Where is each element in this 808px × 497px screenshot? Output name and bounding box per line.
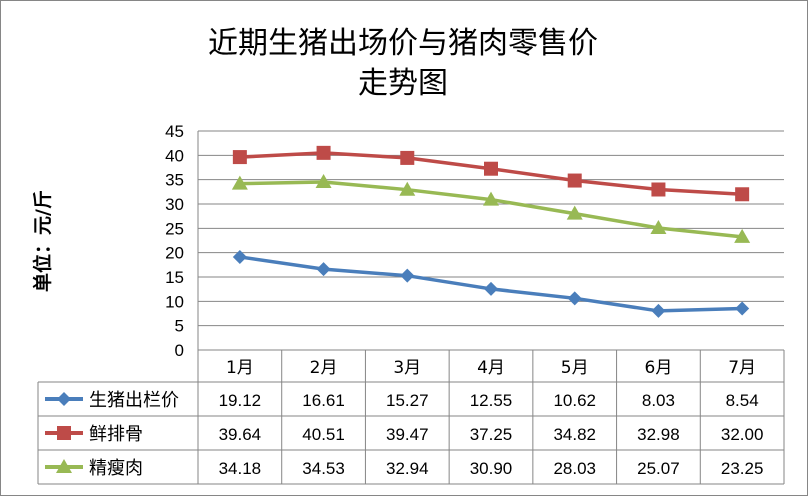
- y-tick-label: 0: [175, 341, 184, 360]
- legend-label: 鲜排骨: [89, 424, 143, 445]
- table-cell: 34.18: [219, 459, 262, 478]
- table-cell: 32.00: [721, 425, 764, 444]
- y-axis-label: 单位：元/斤: [31, 190, 54, 292]
- table-cell: 15.27: [386, 391, 429, 410]
- marker-triangle: [566, 205, 583, 220]
- y-tick-label: 15: [165, 268, 184, 287]
- series-2: [232, 145, 750, 202]
- table-cell: 25.07: [637, 459, 680, 478]
- chart-title-line2: 走势图: [358, 66, 448, 101]
- marker-square: [484, 161, 498, 176]
- x-category-label: 2月: [310, 358, 338, 378]
- table-cell: 32.94: [386, 459, 429, 478]
- x-category-label: 5月: [561, 358, 589, 378]
- y-tick-label: 40: [165, 146, 184, 165]
- table-cell: 23.25: [721, 459, 764, 478]
- marker-square: [567, 173, 582, 188]
- x-category-label: 1月: [226, 358, 254, 378]
- marker-diamond: [651, 303, 666, 318]
- x-category-label: 4月: [477, 358, 505, 378]
- x-category-label: 6月: [645, 358, 673, 378]
- y-tick-label: 45: [165, 122, 184, 141]
- marker-triangle: [315, 173, 332, 188]
- table-cell: 16.61: [302, 391, 345, 410]
- table-cell: 10.62: [553, 391, 596, 410]
- marker-triangle: [231, 175, 248, 190]
- marker-diamond: [316, 262, 331, 277]
- series-1: [232, 249, 750, 318]
- table-cell: 39.47: [386, 425, 429, 444]
- marker-triangle: [483, 191, 499, 206]
- marker-diamond: [567, 291, 582, 306]
- marker-square: [735, 187, 750, 202]
- table-cell: 8.54: [726, 391, 759, 410]
- marker-square: [232, 150, 247, 165]
- marker-diamond: [232, 249, 247, 264]
- marker-square: [400, 150, 415, 165]
- y-tick-label: 25: [165, 219, 184, 238]
- marker-diamond: [484, 281, 498, 296]
- marker-square: [57, 426, 71, 440]
- table-cell: 32.98: [637, 425, 680, 444]
- y-tick-label: 35: [165, 171, 184, 190]
- marker-triangle: [734, 228, 751, 243]
- y-tick-label: 20: [165, 244, 184, 263]
- marker-square: [316, 145, 331, 160]
- table-cell: 34.82: [553, 425, 596, 444]
- table-cell: 34.53: [302, 459, 345, 478]
- y-tick-label: 10: [165, 292, 184, 311]
- legend-label: 生猪出栏价: [89, 390, 179, 411]
- marker-diamond: [735, 301, 750, 316]
- y-tick-label: 30: [165, 195, 184, 214]
- table-cell: 12.55: [470, 391, 513, 410]
- marker-triangle: [399, 181, 416, 196]
- table-cell: 37.25: [470, 425, 513, 444]
- marker-triangle: [56, 459, 72, 473]
- table-cell: 8.03: [642, 391, 675, 410]
- table-cell: 40.51: [302, 425, 345, 444]
- series-3: [231, 173, 751, 243]
- y-tick-label: 5: [175, 317, 184, 336]
- x-category-label: 7月: [728, 358, 756, 378]
- marker-square: [651, 182, 666, 197]
- chart-title-line1: 近期生猪出场价与猪肉零售价: [208, 26, 598, 61]
- table-cell: 39.64: [219, 425, 262, 444]
- x-category-label: 3月: [393, 358, 421, 378]
- legend-label: 精瘦肉: [89, 458, 143, 479]
- marker-triangle: [650, 219, 667, 234]
- marker-diamond: [400, 268, 415, 283]
- marker-diamond: [57, 392, 71, 406]
- table-cell: 30.90: [470, 459, 513, 478]
- table-cell: 28.03: [553, 459, 596, 478]
- table-cell: 19.12: [219, 391, 262, 410]
